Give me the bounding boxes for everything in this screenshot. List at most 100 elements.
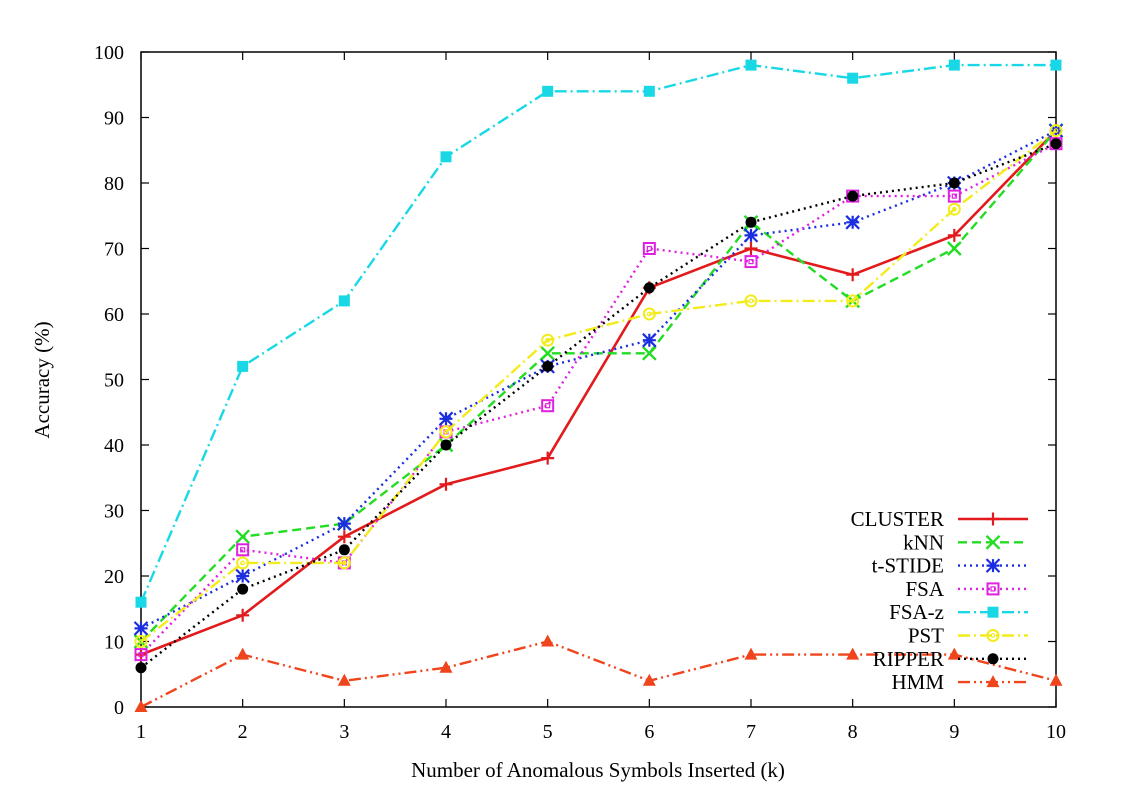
y-tick-label: 40 (104, 435, 124, 457)
legend-marker-fsa-inner (990, 586, 996, 592)
data-point-pst (642, 307, 656, 321)
x-tick-labels: 1 2 3 4 5 6 7 8 9 10 (136, 721, 1066, 743)
data-point-ripper (338, 544, 350, 556)
data-point-ripper (1050, 138, 1062, 150)
data-point-knn (235, 529, 251, 545)
y-tick-label: 80 (104, 173, 124, 195)
y-tick-label: 60 (104, 304, 124, 326)
data-point-pst (846, 294, 860, 308)
series-pst (134, 124, 1063, 648)
data-point-hmm (337, 673, 351, 686)
legend-label: t-STIDE (872, 554, 944, 578)
y-tick-label: 50 (104, 370, 124, 392)
data-point-knn (540, 345, 556, 361)
data-point-fsa-inner (138, 651, 144, 658)
data-point-fsa-inner (748, 259, 754, 265)
data-point-cluster (846, 268, 860, 282)
data-point-pst-inner (545, 337, 551, 343)
data-point-hmm (541, 634, 555, 647)
series-fsa-z (135, 59, 1062, 608)
data-point-fsa-z (745, 59, 757, 71)
data-point-pst-inner (240, 560, 246, 566)
data-point-fsa-z (847, 72, 859, 84)
data-point-pst (439, 425, 453, 439)
x-tick-label: 7 (746, 721, 756, 743)
data-point-fsa-z (948, 59, 960, 71)
legend-item-cluster: CLUSTER (851, 507, 1028, 531)
y-tick-label: 70 (104, 239, 124, 261)
data-point-pst (947, 202, 961, 216)
y-tick-label: 30 (104, 501, 124, 523)
data-point-t-stide (133, 621, 149, 636)
legend-label: PST (908, 624, 944, 648)
data-point-ripper (847, 190, 859, 202)
data-point-hmm (134, 700, 148, 712)
data-point-fsa-z (338, 295, 350, 307)
y-tick-label: 20 (104, 566, 124, 588)
data-point-pst-inner (138, 639, 144, 644)
legend-item-fsa: FSA (905, 577, 1028, 601)
data-point-ripper (135, 662, 147, 674)
data-point-pst-inner (850, 298, 856, 304)
data-point-ripper (440, 439, 452, 451)
y-tick-labels: 0 10 20 30 40 50 60 70 80 90 100 (94, 42, 124, 719)
series-line-fsa-z (139, 63, 1056, 603)
legend-item-ripper: RIPPER (873, 647, 1028, 671)
x-tick-label: 2 (238, 721, 248, 743)
axis-ticks (140, 51, 1057, 708)
data-point-pst (541, 333, 555, 347)
data-point-pst-inner (443, 429, 449, 435)
data-point-t-stide (743, 228, 759, 243)
data-point-fsa-z (542, 85, 554, 97)
legend-marker-hmm (986, 675, 1000, 688)
legend-label: RIPPER (873, 647, 944, 671)
x-tick-label: 10 (1046, 721, 1066, 743)
data-point-knn (946, 241, 962, 256)
data-point-ripper (542, 360, 554, 372)
data-point-fsa-inner (240, 547, 246, 553)
data-point-pst (337, 556, 351, 570)
data-point-fsa-z (135, 596, 147, 608)
legend-item-pst: PST (908, 624, 1028, 648)
y-axis-label: Accuracy (%) (30, 321, 54, 438)
data-point-pst (1049, 124, 1063, 138)
legend-marker-cluster (986, 512, 1000, 526)
data-point-t-stide (235, 568, 250, 584)
data-point-ripper (643, 282, 655, 294)
legend-label: FSA (905, 577, 944, 601)
data-point-cluster (541, 451, 555, 465)
series-ripper (135, 138, 1062, 674)
data-point-pst (236, 556, 250, 570)
x-tick-label: 9 (949, 721, 959, 743)
data-point-fsa (541, 399, 555, 413)
x-tick-label: 8 (848, 721, 858, 743)
data-point-hmm (744, 647, 758, 660)
series-line-hmm (140, 640, 1057, 709)
data-point-pst-inner (341, 560, 347, 566)
data-point-cluster (947, 228, 961, 242)
data-point-ripper (745, 216, 757, 228)
legend-marker-pst (986, 629, 1000, 642)
legend-label: CLUSTER (851, 507, 944, 531)
legend-label: HMM (891, 670, 944, 694)
data-point-fsa-z (440, 151, 452, 163)
legend-label: kNN (903, 530, 944, 554)
legend-marker-t-stide (985, 558, 1001, 573)
data-point-t-stide (337, 516, 352, 531)
series-hmm (134, 634, 1063, 712)
data-point-fsa (236, 543, 250, 557)
series-line-pst (140, 129, 1057, 643)
data-point-pst-inner (646, 311, 652, 317)
data-point-fsa (642, 242, 656, 255)
series-line-t-stide (140, 129, 1057, 630)
data-point-t-stide (845, 215, 860, 230)
data-point-knn (641, 345, 657, 361)
y-tick-label: 100 (94, 42, 124, 64)
legend-marker-ripper (987, 653, 999, 665)
data-point-hmm (947, 647, 961, 660)
data-point-fsa (744, 255, 758, 269)
data-point-fsa-inner (646, 245, 652, 252)
legend-label: FSA-z (889, 600, 944, 624)
data-point-fsa-inner (545, 403, 551, 409)
